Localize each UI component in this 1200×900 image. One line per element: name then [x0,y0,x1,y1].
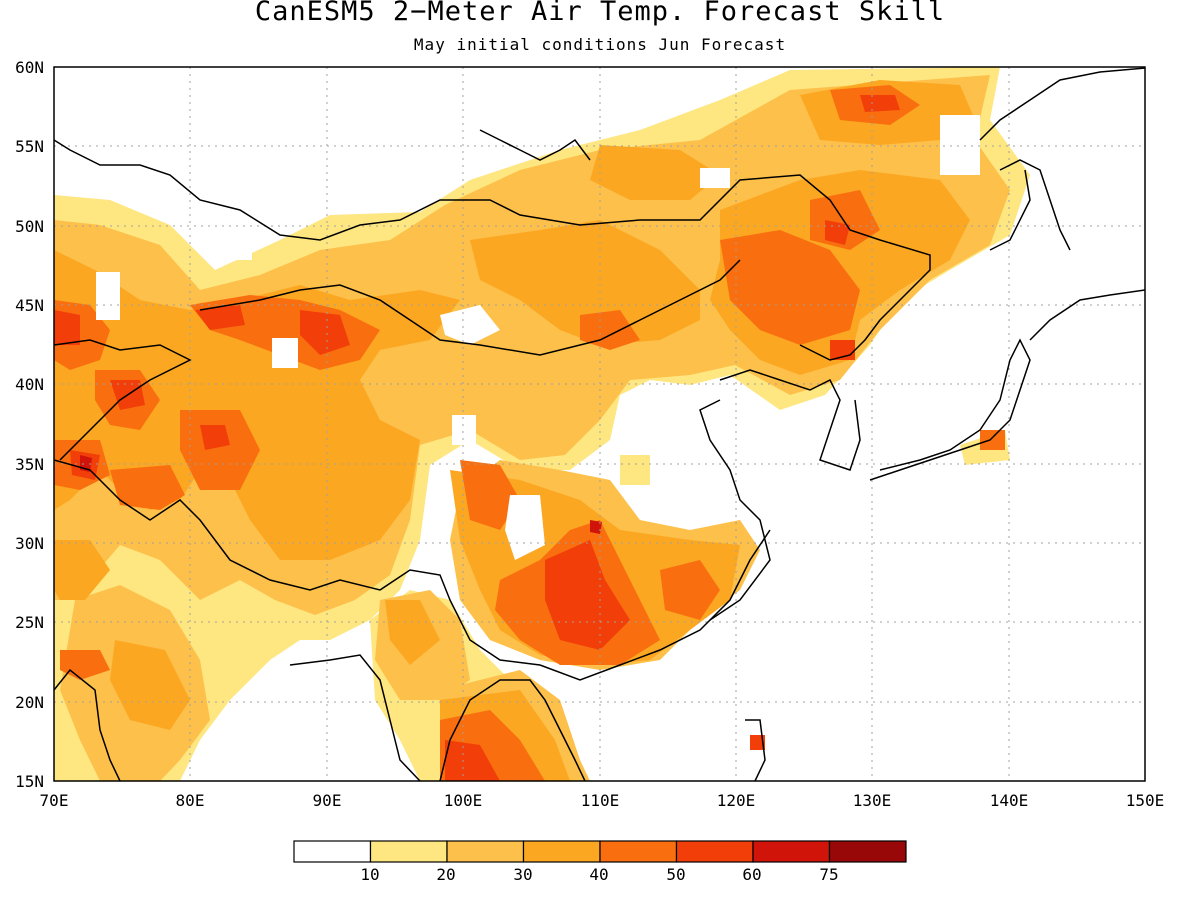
colorbar-tick-label: 75 [819,865,838,884]
lat-tick-label: 30N [15,534,44,553]
colorbar-swatch [752,840,831,863]
colorbar-labels: 10 20 30 40 50 60 75 [360,865,838,884]
latitude-axis: 60N 55N 50N 45N 40N 35N 30N 25N 20N 15N [15,58,44,791]
lat-tick-label: 50N [15,217,44,236]
lon-tick-label: 80E [176,791,205,810]
map-title: CanESM5 2−Meter Air Temp. Forecast Skill [254,0,946,27]
colorbar-legend [293,840,907,863]
lat-tick-label: 15N [15,772,44,791]
colorbar-swatch [522,840,601,863]
colorbar-tick-label: 40 [589,865,608,884]
colorbar-tick-label: 50 [666,865,685,884]
lat-tick-label: 60N [15,58,44,77]
lon-tick-label: 100E [444,791,483,810]
longitude-axis: 70E 80E 90E 100E 110E 120E 130E 140E 150… [40,791,1165,810]
masked-cells [96,115,980,560]
map-subtitle: May initial conditions Jun Forecast [413,35,787,54]
colorbar-tick-label: 30 [513,865,532,884]
map-frame [53,66,1146,782]
lon-tick-label: 120E [717,791,756,810]
lon-tick-label: 90E [313,791,342,810]
lat-tick-label: 55N [15,137,44,156]
colorbar-tick-label: 10 [360,865,379,884]
coastlines-borders [54,67,1145,781]
lat-tick-label: 40N [15,375,44,394]
colorbar-tick-label: 60 [742,865,761,884]
colorbar-tick-label: 20 [436,865,455,884]
lat-tick-label: 35N [15,455,44,474]
colorbar-swatch [828,840,907,863]
lat-tick-label: 25N [15,613,44,632]
colorbar-swatch [369,840,448,863]
colorbar-swatch [446,840,525,863]
colorbar-swatch [293,840,372,863]
lon-tick-label: 140E [990,791,1029,810]
colorbar-swatch [599,840,678,863]
lon-tick-label: 150E [1126,791,1165,810]
grid-lines [54,67,1145,781]
lon-tick-label: 130E [853,791,892,810]
lat-tick-label: 45N [15,296,44,315]
lat-tick-label: 20N [15,693,44,712]
colorbar-swatch [675,840,754,863]
lon-tick-label: 70E [40,791,69,810]
lon-tick-label: 110E [581,791,620,810]
skill-shading [54,67,1030,781]
